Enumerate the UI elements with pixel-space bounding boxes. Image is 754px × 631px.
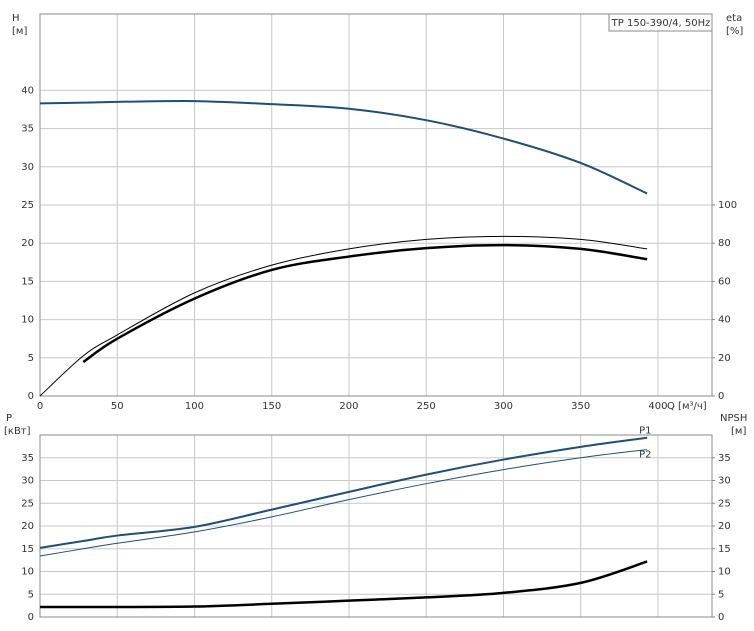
y2-tick-label: 40 <box>718 315 731 326</box>
y2-tick-label: 35 <box>718 453 731 464</box>
x-tick-label: 200 <box>339 401 358 412</box>
y-axis-label: P <box>6 413 12 424</box>
series-label: P2 <box>639 450 651 461</box>
y2-axis-label: eta <box>726 13 742 24</box>
x-axis-label: Q [м³/ч] <box>667 401 707 412</box>
x-tick-label: 300 <box>494 401 513 412</box>
y2-tick-label: 5 <box>718 589 724 600</box>
legend-box <box>608 13 713 32</box>
y2-tick-label: 0 <box>718 612 724 623</box>
y2-tick-label: 20 <box>718 521 731 532</box>
y2-axis-unit: [%] <box>726 26 743 37</box>
x-tick-label: 0 <box>37 401 43 412</box>
x-tick-label: 150 <box>262 401 281 412</box>
y2-axis-label: NPSH <box>720 413 747 424</box>
curve <box>39 100 648 195</box>
curve <box>39 449 648 557</box>
y-tick-label: 20 <box>21 521 34 532</box>
x-tick-label: 100 <box>185 401 204 412</box>
x-tick-label: 50 <box>111 401 124 412</box>
y2-tick-label: 15 <box>718 544 731 555</box>
x-tick-label: 400 <box>648 401 667 412</box>
y2-tick-label: 60 <box>718 276 731 287</box>
y-tick-label: 35 <box>21 124 34 135</box>
y-tick-label: 5 <box>28 353 34 364</box>
curve <box>39 235 648 397</box>
y-tick-label: 10 <box>21 315 34 326</box>
y2-axis-unit: [м] <box>731 426 746 437</box>
y-tick-label: 5 <box>28 589 34 600</box>
plot-frame <box>39 434 713 618</box>
y2-tick-label: 100 <box>718 200 737 211</box>
y-axis-unit: [м] <box>12 26 27 37</box>
y-axis-unit: [кВт] <box>4 426 31 437</box>
y-tick-label: 25 <box>21 200 34 211</box>
y2-tick-label: 0 <box>718 391 724 402</box>
curve <box>39 436 648 549</box>
curve <box>82 243 648 364</box>
y2-tick-label: 80 <box>718 238 731 249</box>
y-tick-label: 40 <box>21 85 34 96</box>
plot-frame <box>39 13 713 397</box>
y-tick-label: 25 <box>21 498 34 509</box>
y-tick-label: 0 <box>28 391 34 402</box>
y-tick-label: 20 <box>21 238 34 249</box>
y-tick-label: 15 <box>21 276 34 287</box>
y-tick-label: 30 <box>21 476 34 487</box>
y2-tick-label: 20 <box>718 353 731 364</box>
series-label: P1 <box>639 426 651 437</box>
y-tick-label: 10 <box>21 567 34 578</box>
legend-title: TP 150-390/4, 50Hz <box>611 18 711 29</box>
y2-tick-label: 30 <box>718 476 731 487</box>
x-tick-label: 350 <box>571 401 590 412</box>
y-tick-label: 15 <box>21 544 34 555</box>
y-axis-label: H <box>12 13 20 24</box>
x-tick-label: 250 <box>417 401 436 412</box>
y2-tick-label: 25 <box>718 498 731 509</box>
curve <box>40 560 648 609</box>
y2-tick-label: 10 <box>718 567 731 578</box>
y-tick-label: 30 <box>21 162 34 173</box>
y-tick-label: 0 <box>28 612 34 623</box>
y-tick-label: 35 <box>21 453 34 464</box>
